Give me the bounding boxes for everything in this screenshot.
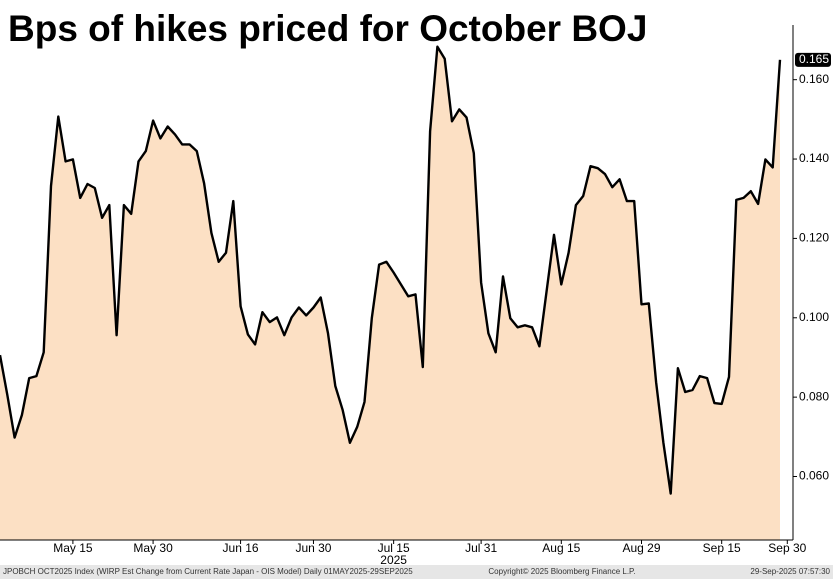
- x-tick-label: Aug 29: [622, 541, 660, 555]
- area: [0, 46, 780, 540]
- x-tick-label: Jul 15: [378, 541, 410, 555]
- line: [0, 45, 782, 495]
- x-tick-label: Jun 16: [223, 541, 259, 555]
- last-value-label: 0.165: [799, 52, 829, 66]
- x-tick-label: Sep 30: [768, 541, 806, 555]
- footer-timestamp: 29-Sep-2025 07:57:30: [750, 567, 830, 576]
- x-tick-label: May 30: [133, 541, 173, 555]
- y-tick-label: 0.060: [799, 469, 829, 483]
- x-axis-year: 2025: [380, 553, 407, 567]
- y-tick-label: 0.100: [799, 310, 829, 324]
- footer-copyright: Copyright© 2025 Bloomberg Finance L.P.: [488, 567, 635, 576]
- x-tick-label: Sep 15: [703, 541, 741, 555]
- y-tick-label: 0.120: [799, 231, 829, 245]
- chart-title: Bps of hikes priced for October BOJ: [8, 8, 647, 49]
- y-tick-label: 0.080: [799, 389, 829, 403]
- plot-area: 0.060 0.080 0.100 0.120 0.140 0.160 May 15 May …: [0, 25, 831, 567]
- x-tick-label: Jul 31: [465, 541, 497, 555]
- x-tick-label: Jun 30: [295, 541, 331, 555]
- x-tick-label: May 15: [53, 541, 93, 555]
- y-tick-label: 0.160: [799, 72, 829, 86]
- y-tick-label: 0.140: [799, 151, 829, 165]
- last-value-box: [795, 52, 831, 67]
- footer-source: JPOBCH OCT2025 Index (WIRP Est Change fr…: [3, 567, 413, 576]
- footer-band: [0, 565, 833, 579]
- x-tick-label: Aug 15: [542, 541, 580, 555]
